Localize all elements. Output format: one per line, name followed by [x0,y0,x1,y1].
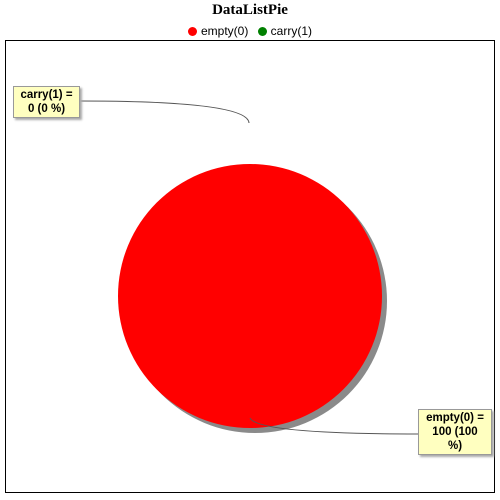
legend-label: carry(1) [270,24,313,38]
slice-label-line: 100 (100 [432,426,478,438]
legend: empty(0) carry(1) [0,24,500,38]
chart-title: DataListPie [212,2,288,18]
pie-slice-empty-0[interactable] [118,164,382,428]
legend-item-carry[interactable]: carry(1) [257,24,313,38]
slice-label-carry: carry(1) = 0 (0 %) [13,86,80,118]
legend-label: empty(0) [200,24,249,38]
slice-label-line: carry(1) = [20,89,73,101]
slice-label-line: empty(0) = [426,412,484,424]
label-leader-empty [249,417,419,435]
label-leader-carry [79,100,250,124]
legend-marker [257,27,267,36]
legend-item-empty[interactable]: empty(0) [187,24,249,38]
slice-label-line: 0 (0 %) [27,103,66,115]
slice-label-line: %) [447,440,463,452]
legend-marker [187,27,197,36]
pie [118,164,387,433]
slice-label-empty: empty(0) = 100 (100 %) [418,409,492,455]
